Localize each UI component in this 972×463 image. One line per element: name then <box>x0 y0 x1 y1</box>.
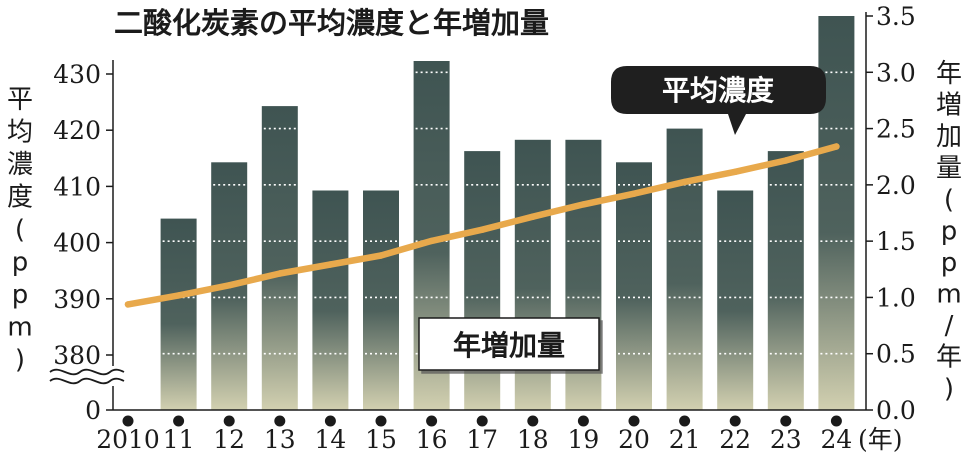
x-tick-label: 24 <box>820 425 852 454</box>
concentration-point-2010 <box>124 301 132 308</box>
right-axis-label-text: 年増加量(p p m/年) <box>936 59 962 404</box>
concentration-point-11 <box>175 292 182 299</box>
x-tick-label: 21 <box>669 425 701 454</box>
right-tick-label: 2.5 <box>876 115 916 144</box>
right-tick-label: 0.0 <box>876 396 916 425</box>
left-tick-label: 410 <box>53 172 101 201</box>
concentration-point-23 <box>782 157 789 164</box>
bar-series-callout: 年増加量 <box>418 317 600 371</box>
left-tick-label: 420 <box>53 116 101 145</box>
right-tick-label: 3.0 <box>876 58 916 87</box>
axis-break-icon <box>48 366 128 386</box>
concentration-point-18 <box>529 213 536 220</box>
x-marker-17 <box>476 415 488 427</box>
left-tick-label: 430 <box>53 60 101 89</box>
left-axis-label-text: 平均濃度(p p m) <box>7 85 33 375</box>
bar-23 <box>767 151 804 410</box>
x-tick-label: 11 <box>163 425 195 454</box>
concentration-point-13 <box>276 270 283 277</box>
x-tick-label: 20 <box>618 425 650 454</box>
chart-title: 二酸化炭素の平均濃度と年増加量 <box>114 6 549 40</box>
concentration-point-17 <box>479 226 486 233</box>
x-marker-14 <box>324 415 336 427</box>
x-marker-12 <box>223 415 235 427</box>
concentration-point-15 <box>377 252 385 259</box>
left-tick-label: 0 <box>85 396 101 425</box>
x-tick-label: 2010 <box>96 425 160 454</box>
concentration-point-24 <box>833 143 840 150</box>
x-marker-24 <box>830 415 842 427</box>
x-marker-19 <box>577 415 589 427</box>
bar-21 <box>666 128 703 410</box>
x-tick-label: 15 <box>365 425 397 454</box>
average-concentration-points <box>124 143 840 308</box>
x-tick-label: 17 <box>466 425 498 454</box>
concentration-point-20 <box>630 190 638 197</box>
left-tick-label: 400 <box>53 229 101 258</box>
bar-series-label: 年増加量 <box>453 329 565 362</box>
concentration-point-14 <box>327 261 334 268</box>
right-axis-ticks: 3.5 3.0 2.5 2.0 1.5 1.0 0.5 0.0 <box>866 2 916 425</box>
x-axis-tick-labels: 2010 11 12 13 14 15 16 17 18 19 20 21 22 23 24 <box>96 425 852 454</box>
left-axis-ticks: 430 420 410 400 390 380 0 <box>53 60 113 425</box>
left-tick-label: 380 <box>53 341 101 370</box>
right-tick-label: 1.0 <box>876 283 916 312</box>
x-marker-15 <box>375 415 387 427</box>
x-marker-20 <box>628 415 640 427</box>
x-tick-label: 16 <box>416 425 448 454</box>
left-axis-label: 平均濃度(p p m) <box>7 85 33 375</box>
concentration-point-22 <box>732 168 739 175</box>
x-marker-2010 <box>122 415 134 427</box>
right-tick-label: 3.5 <box>876 2 916 31</box>
x-marker-18 <box>527 415 539 427</box>
bar-15 <box>363 190 399 410</box>
x-tick-label: 18 <box>517 425 549 454</box>
x-marker-11 <box>173 415 185 427</box>
x-tick-label: 23 <box>770 425 802 454</box>
right-tick-label: 2.0 <box>876 171 916 200</box>
left-tick-label: 390 <box>53 285 101 314</box>
x-marker-13 <box>274 415 286 427</box>
line-series-label: 平均濃度 <box>662 74 774 107</box>
x-axis-unit: (年) <box>858 425 903 454</box>
right-axis-label: 年増加量(p p m/年) <box>936 59 962 404</box>
concentration-point-21 <box>681 178 688 186</box>
x-marker-23 <box>780 415 792 427</box>
x-tick-label: 13 <box>264 425 296 454</box>
concentration-point-12 <box>226 282 233 289</box>
x-tick-label: 22 <box>719 425 751 454</box>
concentration-point-19 <box>580 201 587 208</box>
x-tick-label: 12 <box>213 425 245 454</box>
bar-20 <box>616 162 652 410</box>
bar-13 <box>261 106 298 410</box>
x-marker-21 <box>679 415 691 427</box>
concentration-point-16 <box>428 237 435 245</box>
right-tick-label: 0.5 <box>876 340 916 369</box>
x-marker-22 <box>729 415 741 427</box>
bar-14 <box>312 190 349 410</box>
right-tick-label: 1.5 <box>876 227 916 256</box>
x-axis-markers <box>122 415 842 427</box>
bar-17 <box>464 151 501 410</box>
x-tick-label: 19 <box>567 425 599 454</box>
x-tick-label: 14 <box>314 425 346 454</box>
x-marker-16 <box>426 415 438 427</box>
line-series-callout: 平均濃度 <box>611 66 826 135</box>
bar-22 <box>717 190 754 410</box>
bar-11 <box>160 218 197 410</box>
